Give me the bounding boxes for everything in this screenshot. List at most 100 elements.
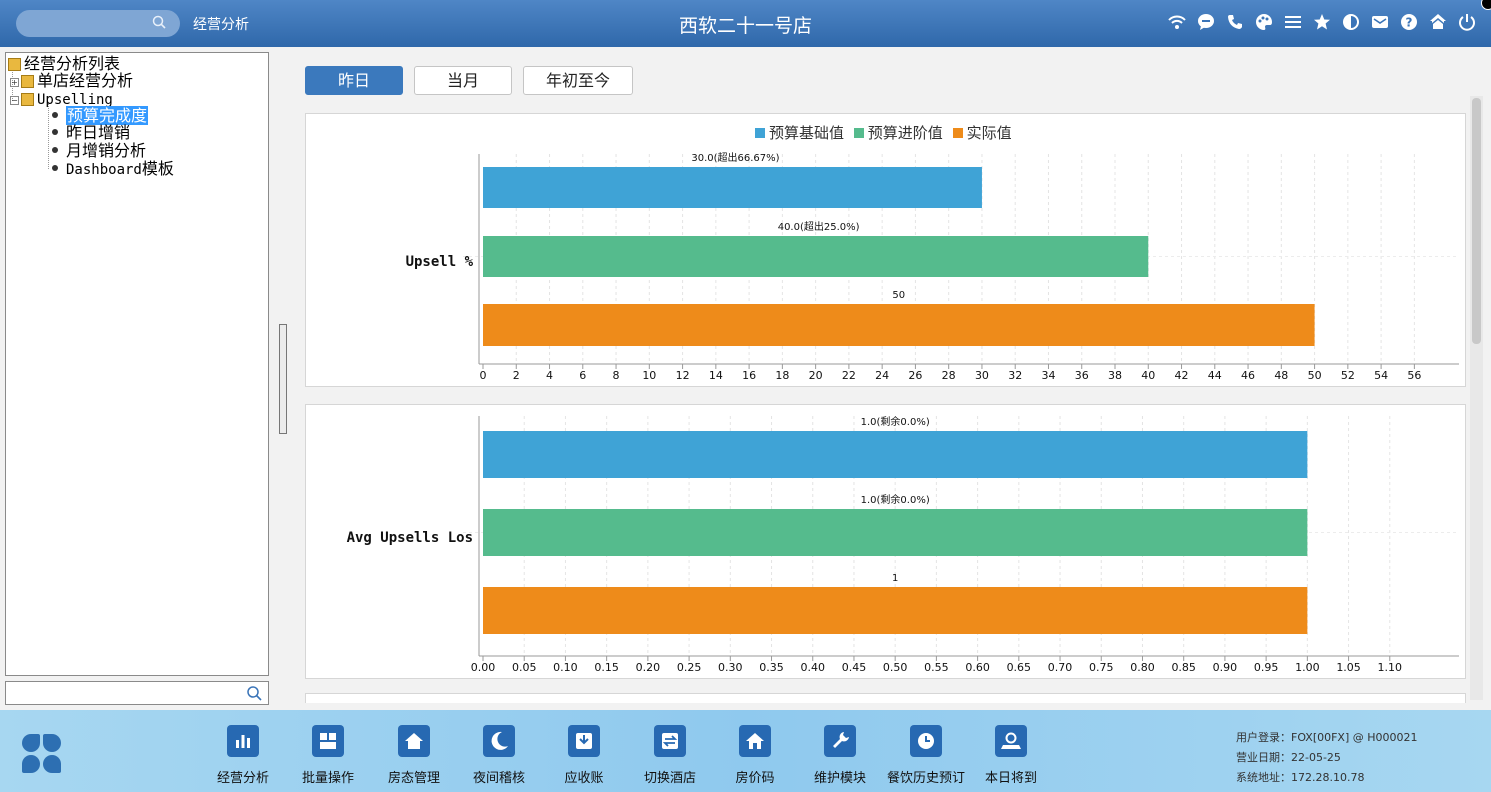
x-tick-label: 0.10 <box>553 661 578 674</box>
tree-leaf-dashboard[interactable]: Dashboard模板 <box>52 160 174 179</box>
bar-advanced <box>483 236 1149 277</box>
tree-connector <box>12 67 13 101</box>
x-tick-label: 0 <box>480 369 487 382</box>
x-tick-label: 48 <box>1274 369 1288 382</box>
nav-maintenance[interactable]: 维护模块 <box>809 725 871 786</box>
x-tick-label: 0.50 <box>883 661 908 674</box>
bar-data-label: 50 <box>892 290 905 301</box>
help-icon[interactable]: ? <box>1399 12 1419 32</box>
legend-item-actual[interactable]: 实际值 <box>952 124 1012 142</box>
x-tick-label: 0.15 <box>594 661 619 674</box>
nav-business-analysis[interactable]: 经营分析 <box>212 725 274 786</box>
x-tick-label: 1.10 <box>1378 661 1403 674</box>
store-title: 西软二十一号店 <box>678 15 812 37</box>
mail-icon[interactable] <box>1370 12 1390 32</box>
tree-leaf-label: 预算完成度 <box>66 106 149 125</box>
search-icon[interactable] <box>246 685 262 701</box>
legend-item-advanced[interactable]: 预算进阶值 <box>853 124 943 142</box>
nav-switch-hotel[interactable]: 切换酒店 <box>638 725 702 786</box>
chart-legend: 预算基础值 预算进阶值 实际值 <box>755 122 1017 143</box>
x-tick-label: 0.60 <box>965 661 990 674</box>
legend-swatch <box>853 128 864 138</box>
tree-connector <box>48 103 49 169</box>
collapse-icon[interactable]: − <box>10 96 19 105</box>
bullet-icon <box>52 129 58 135</box>
x-tick-label: 56 <box>1407 369 1421 382</box>
x-tick-label: 0.35 <box>759 661 784 674</box>
tree-leaf-yesterday[interactable]: 昨日增销 <box>52 124 130 141</box>
x-tick-label: 36 <box>1075 369 1089 382</box>
nav-label: 本日将到 <box>984 771 1037 786</box>
tree-search-input[interactable] <box>5 681 269 705</box>
tree-node-single-store[interactable]: + 单店经营分析 <box>10 72 133 89</box>
x-tick-label: 1.00 <box>1295 661 1320 674</box>
x-tick-label: 4 <box>546 369 553 382</box>
bar-data-label: 1 <box>892 573 898 584</box>
x-tick-label: 52 <box>1341 369 1355 382</box>
top-bar: 经营分析 西软二十一号店 <box>0 0 1491 47</box>
x-tick-label: 50 <box>1308 369 1322 382</box>
bar-advanced <box>483 509 1308 556</box>
legend-swatch <box>952 128 963 138</box>
legend-item-base[interactable]: 预算基础值 <box>755 124 844 142</box>
nav-night-audit[interactable]: 夜间稽核 <box>468 725 530 786</box>
status-system-address: 系统地址：172.28.10.78 <box>1236 771 1365 784</box>
content-scrollbar[interactable] <box>1470 96 1483 700</box>
nav-label: 维护模块 <box>813 771 866 786</box>
expand-icon[interactable]: + <box>10 78 19 87</box>
star-icon[interactable] <box>1312 12 1332 32</box>
tree-node-upselling[interactable]: − Upselling <box>10 90 113 109</box>
wifi-icon[interactable] <box>1167 12 1187 32</box>
power-icon[interactable] <box>1457 12 1477 32</box>
panel-splitter-handle[interactable] <box>279 324 287 434</box>
tree-leaf-budget[interactable]: 预算完成度 <box>52 106 149 125</box>
search-icon <box>152 15 166 29</box>
scrollbar-thumb[interactable] <box>1472 98 1481 344</box>
home-icon[interactable] <box>1428 12 1448 32</box>
tree-root[interactable]: 经营分析列表 <box>8 55 120 72</box>
tab-ytd[interactable]: 年初至今 <box>523 66 633 95</box>
palette-icon[interactable] <box>1254 12 1274 32</box>
window-close-icon[interactable] <box>1481 0 1491 10</box>
nav-dining-history[interactable]: 餐饮历史预订 <box>884 725 968 786</box>
swap-icon <box>654 725 686 757</box>
contrast-icon[interactable] <box>1341 12 1361 32</box>
x-tick-label: 10 <box>642 369 656 382</box>
chat-icon[interactable] <box>1196 12 1216 32</box>
status-business-date: 营业日期：22-05-25 <box>1236 751 1341 764</box>
x-tick-label: 2 <box>513 369 520 382</box>
nav-rate-code[interactable]: 房价码 <box>724 725 786 786</box>
x-tick-label: 0.65 <box>1007 661 1032 674</box>
x-tick-label: 0.20 <box>636 661 661 674</box>
top-icon-toolbar: ? <box>1167 12 1477 32</box>
house-rate-icon <box>739 725 771 757</box>
bar-actual <box>483 587 1308 634</box>
x-tick-label: 34 <box>1041 369 1055 382</box>
chart-card-next <box>305 693 1466 703</box>
tab-month[interactable]: 当月 <box>414 66 512 95</box>
x-tick-label: 8 <box>613 369 620 382</box>
x-tick-label: 12 <box>676 369 690 382</box>
tree-leaf-monthly[interactable]: 月增销分析 <box>52 142 146 159</box>
upsell-bar-chart: 0 2 4 6 8 10 12 14 16 18 20 22 24 26 28 30 32 34 36 38 40 42 4… <box>406 151 1459 382</box>
x-tick-label: 0.40 <box>800 661 825 674</box>
nav-arrivals-today[interactable]: 本日将到 <box>980 725 1042 786</box>
bottom-nav-bar: 经营分析 批量操作 房态管理 夜间稽核 应收账 <box>0 710 1491 792</box>
nav-label: 房价码 <box>735 771 775 786</box>
global-search-input[interactable] <box>16 10 180 37</box>
x-tick-label: 26 <box>908 369 922 382</box>
bar-data-label: 40.0(超出25.0%) <box>778 220 860 233</box>
category-label: Upsell % <box>406 254 474 270</box>
tree-leaf-label: 昨日增销 <box>66 123 131 142</box>
bar-data-label: 30.0(超出66.67%) <box>691 151 779 164</box>
map-pin-icon <box>995 725 1027 757</box>
tab-yesterday[interactable]: 昨日 <box>305 66 403 95</box>
menu-icon[interactable] <box>1283 12 1303 32</box>
legend-swatch <box>755 128 765 138</box>
phone-icon[interactable] <box>1225 12 1245 32</box>
nav-receivables[interactable]: 应收账 <box>553 725 615 786</box>
nav-batch-ops[interactable]: 批量操作 <box>297 725 359 786</box>
nav-room-status[interactable]: 房态管理 <box>383 725 445 786</box>
nav-label: 餐饮历史预订 <box>886 771 965 786</box>
